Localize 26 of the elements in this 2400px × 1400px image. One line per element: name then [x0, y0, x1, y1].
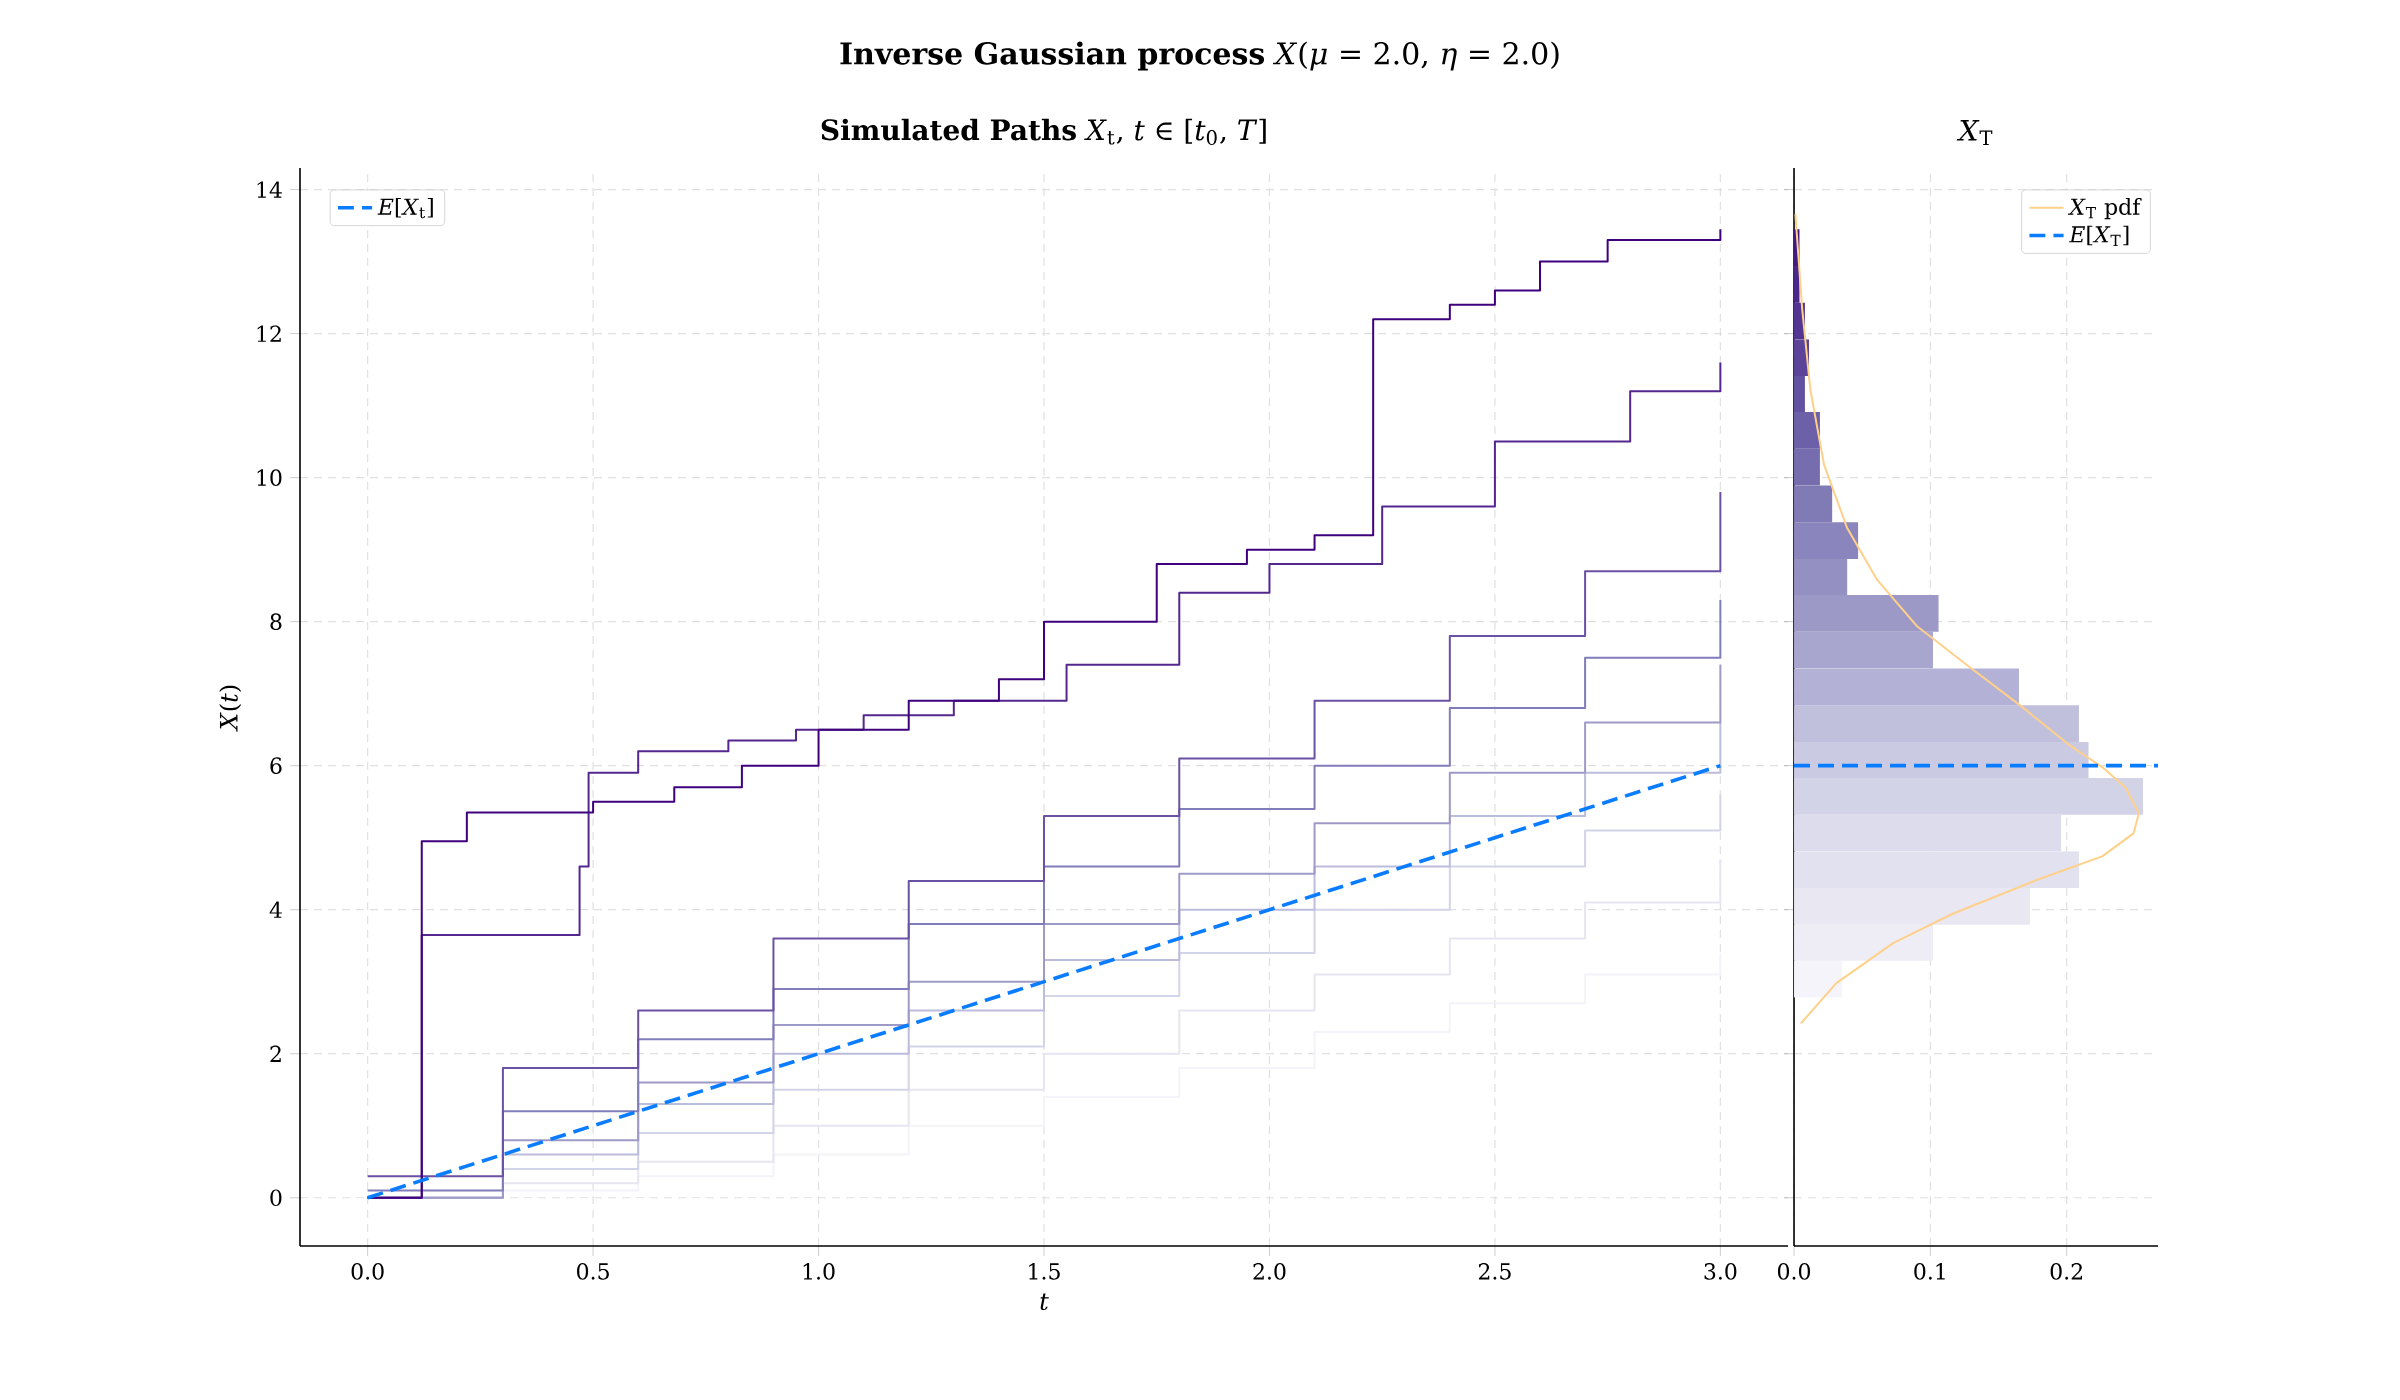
y-axis-title: X(t): [219, 685, 242, 732]
x-tick-label: 3.0: [1704, 1263, 1737, 1280]
x-axis-title: t: [1040, 1293, 1049, 1311]
legend-label: E[X$_{t}$]: [377, 197, 433, 219]
x-tick-label: 1.5: [1029, 1263, 1060, 1280]
x-tick-label: 2.0: [1253, 1263, 1286, 1280]
y-tick-label: 10: [257, 469, 282, 486]
y-tick-label: 12: [257, 325, 281, 342]
y-tick-label: 4: [269, 901, 282, 918]
x-tick-label: 0.2: [2050, 1263, 2082, 1280]
x-tick-label: 0.1: [1914, 1263, 1945, 1280]
x-tick-label: 0.5: [577, 1263, 609, 1280]
x-tick-label: 0.0: [1777, 1263, 1811, 1280]
legend-label: X$_{T}$ pdf: [2067, 197, 2142, 220]
x-tick-label: 1.0: [803, 1263, 835, 1280]
x-tick-label: 0.0: [351, 1263, 384, 1280]
chart-title: X$_{T}$: [1956, 120, 1993, 145]
x-tick-label: 2.5: [1478, 1263, 1511, 1280]
y-tick-label: 0: [270, 1189, 282, 1207]
y-tick-label: 2: [270, 1045, 281, 1062]
legend-label: E[X$_{T}$]: [2069, 225, 2129, 247]
chart-title: Inverse Gaussian process X(μ = 2.0, η = 2.0): [840, 41, 1559, 71]
y-tick-label: 14: [257, 181, 282, 198]
y-tick-label: 8: [270, 613, 282, 630]
text: Simulated Paths X$_{t}$, t ∈ [t$_{0}$, T]: [821, 118, 1266, 145]
y-tick-label: 6: [270, 757, 282, 774]
